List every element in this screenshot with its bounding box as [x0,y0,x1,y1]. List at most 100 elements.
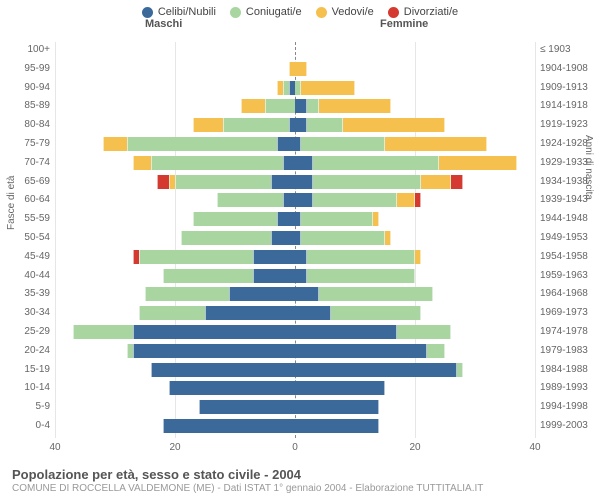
bar-segment [265,99,295,113]
bars-female [295,344,445,358]
bars-male [163,269,295,283]
bars-female [295,231,391,245]
age-label: 100+ [5,42,50,58]
age-row: 40-441959-1963 [55,268,535,284]
bars-male [163,419,295,433]
bars-female [295,81,355,95]
birth-year-label: 1954-1958 [540,249,595,265]
bar-segment [277,212,295,226]
age-label: 90-94 [5,80,50,96]
bar-segment [385,231,391,245]
bar-segment [151,156,283,170]
bars-male [103,137,295,151]
header-male: Maschi [145,18,182,30]
bar-segment [295,400,379,414]
bar-segment [145,287,229,301]
bars-male [181,231,295,245]
bars-female [295,325,451,339]
birth-year-label: 1934-1938 [540,174,595,190]
age-row: 95-991904-1908 [55,61,535,77]
bars-male [169,381,295,395]
bars-female [295,62,307,76]
bar-segment [169,381,295,395]
bar-segment [415,250,421,264]
bar-segment [295,99,307,113]
age-label: 5-9 [5,399,50,415]
bars-male [193,212,295,226]
age-label: 0-4 [5,418,50,434]
bar-segment [307,269,415,283]
age-label: 30-34 [5,305,50,321]
header-female: Femmine [380,18,428,30]
chart-subtitle: COMUNE DI ROCCELLA VALDEMONE (ME) - Dati… [12,483,483,494]
age-row: 10-141989-1993 [55,380,535,396]
bars-male [217,193,295,207]
bar-segment [193,118,223,132]
legend-swatch [388,7,399,18]
age-row: 85-891914-1918 [55,98,535,114]
bar-segment [301,81,355,95]
bar-segment [277,137,295,151]
bar-segment [271,231,295,245]
bars-female [295,400,379,414]
bar-segment [295,156,313,170]
age-label: 65-69 [5,174,50,190]
x-tick-label: 40 [49,442,60,453]
x-tick-label: 20 [409,442,420,453]
bar-segment [331,306,421,320]
legend-label: Celibi/Nubili [158,6,216,18]
bar-segment [307,118,343,132]
birth-year-label: 1914-1918 [540,98,595,114]
bars-female [295,156,517,170]
bar-segment [127,137,277,151]
age-row: 90-941909-1913 [55,80,535,96]
age-label: 40-44 [5,268,50,284]
bars-female [295,118,445,132]
legend-item: Divorziati/e [388,6,458,18]
bar-segment [181,231,271,245]
bar-segment [451,175,463,189]
bar-segment [439,156,517,170]
bars-male [127,344,295,358]
bar-segment [157,175,169,189]
bar-segment [313,175,421,189]
bar-segment [283,193,295,207]
bars-female [295,419,379,433]
age-label: 95-99 [5,61,50,77]
bars-male [151,363,295,377]
age-row: 5-91994-1998 [55,399,535,415]
bar-segment [313,193,397,207]
birth-year-label: 1979-1983 [540,343,595,359]
bars-male [139,306,295,320]
age-row: 15-191984-1988 [55,362,535,378]
birth-year-label: 1969-1973 [540,305,595,321]
bar-segment [73,325,133,339]
bars-female [295,137,487,151]
bar-segment [295,381,385,395]
birth-year-label: 1999-2003 [540,418,595,434]
bar-segment [295,250,307,264]
bar-segment [385,137,487,151]
legend-label: Coniugati/e [246,6,302,18]
legend-item: Celibi/Nubili [142,6,216,18]
bar-segment [163,419,295,433]
bar-segment [175,175,271,189]
age-row: 0-41999-2003 [55,418,535,434]
age-label: 10-14 [5,380,50,396]
bar-segment [151,363,295,377]
age-row: 35-391964-1968 [55,286,535,302]
legend-item: Vedovi/e [316,6,374,18]
age-label: 55-59 [5,211,50,227]
bar-segment [295,118,307,132]
bars-female [295,250,421,264]
birth-year-label: 1909-1913 [540,80,595,96]
age-label: 85-89 [5,98,50,114]
bar-segment [295,306,331,320]
bars-female [295,269,415,283]
age-row: 55-591944-1948 [55,211,535,227]
age-label: 20-24 [5,343,50,359]
legend-swatch [142,7,153,18]
age-row: 65-691934-1938 [55,174,535,190]
bar-segment [421,175,451,189]
bars-female [295,193,421,207]
